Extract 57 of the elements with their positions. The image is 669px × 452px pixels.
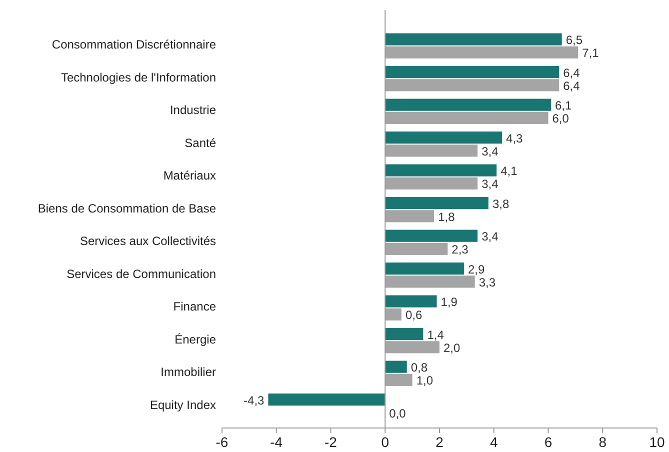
bar	[385, 98, 551, 111]
y-tick-label: Biens de Consommation de Base	[38, 201, 216, 216]
data-label: 4,1	[500, 164, 518, 178]
y-tick-label: Matériaux	[163, 168, 216, 183]
bar	[385, 230, 478, 242]
y-tick-label: Immobilier	[160, 365, 216, 380]
data-label: 6,5	[566, 33, 583, 48]
y-tick-label: Services aux Collectivités	[80, 234, 216, 248]
x-tick-label: -2	[324, 434, 338, 450]
data-label: 6,0	[552, 112, 570, 126]
data-label: 3,3	[478, 275, 496, 290]
data-label: 2,0	[444, 340, 461, 355]
data-label: 1,9	[440, 295, 458, 310]
bar	[385, 164, 497, 176]
data-label: 6,4	[563, 66, 580, 80]
y-tick-label: Consommation Discrétionnaire	[52, 38, 216, 52]
y-tick-label: Equity Index	[150, 398, 216, 412]
data-label: 0,6	[405, 308, 422, 322]
data-label: 3,4	[482, 230, 499, 244]
data-label: 6,4	[563, 78, 580, 93]
y-tick-label: Santé	[184, 136, 216, 150]
x-tick-label: -6	[216, 434, 228, 450]
y-tick-label: Technologies de l'Information	[60, 70, 216, 84]
x-tick-label: 2	[436, 434, 444, 450]
data-label: 3,4	[482, 144, 499, 158]
x-tick-label: 4	[490, 434, 498, 450]
data-label: 1,8	[438, 210, 456, 224]
bar	[385, 328, 424, 340]
data-label: 3,8	[492, 196, 510, 211]
y-tick-label: Industrie	[170, 103, 216, 118]
data-label: 6,1	[554, 98, 572, 113]
bar	[385, 197, 488, 210]
data-label: 0,0	[389, 406, 406, 420]
data-label: 1,4	[427, 328, 444, 342]
data-label: -4,3	[244, 393, 265, 408]
bar	[385, 360, 407, 373]
bar	[268, 394, 386, 406]
x-tick-label: 0	[381, 434, 390, 450]
data-label: 1,0	[416, 374, 434, 388]
bar	[385, 262, 464, 275]
y-tick-label: Énergie	[174, 332, 216, 346]
x-tick-label: 6	[544, 434, 552, 450]
data-label: 2,3	[452, 242, 469, 257]
data-label: 4,3	[506, 131, 524, 146]
y-tick-label: Finance	[173, 300, 216, 314]
x-tick-label: 8	[598, 434, 607, 450]
x-tick-label: 10	[649, 434, 665, 450]
data-label: 2,9	[468, 262, 485, 276]
bar	[385, 295, 437, 308]
y-tick-label: Services de Communication	[66, 266, 216, 281]
data-label: 3,4	[482, 177, 499, 192]
bar	[385, 66, 560, 78]
bar	[385, 33, 562, 46]
bar	[385, 132, 502, 144]
data-label: 7,1	[582, 46, 600, 60]
data-label: 0,8	[410, 360, 428, 375]
x-tick-label: -4	[270, 434, 283, 450]
